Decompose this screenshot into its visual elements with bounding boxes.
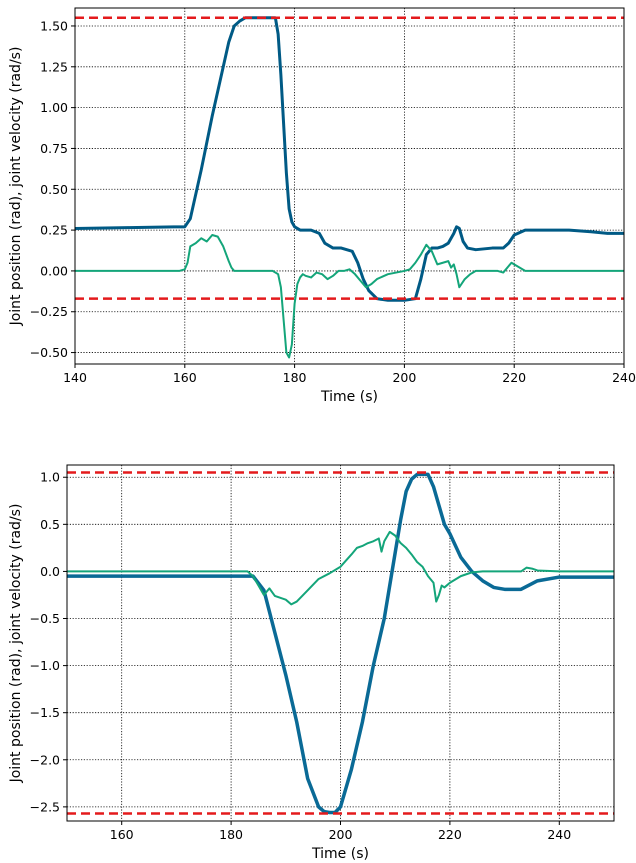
x-tick-label: 220 [502,370,526,385]
plot-frame [74,7,625,365]
y-tick-label: −1.0 [30,658,60,673]
y-axis-title: Joint position (rad), joint velocity (ra… [8,47,24,327]
y-tick-label: 0.0 [40,564,60,579]
top-chart-panel: 140 160 180 200 220 240 −0.50 −0.25 0.00 0.25 0.50… [8,7,636,405]
y-axis-title: Joint position (rad), joint velocity (ra… [8,504,24,784]
x-tick-label: 160 [110,827,134,842]
x-tick-label: 160 [173,370,197,385]
y-tick-label: 0.00 [40,263,68,278]
y-tick-label: −0.5 [30,611,60,626]
y-tick-label: 1.0 [40,470,60,485]
joint-position-line [75,16,624,302]
x-tick-label: 140 [63,370,87,385]
x-axis-title: Time (s) [311,846,369,862]
y-tick-label: 0.50 [40,182,68,197]
x-axis-title: Time (s) [320,389,378,405]
x-tick-label: 220 [438,827,462,842]
y-tick-label: −2.5 [30,799,60,814]
y-tick-label: −0.50 [30,345,68,360]
y-tick-label: 1.00 [40,100,68,115]
y-tick-label: 0.75 [40,141,68,156]
bottom-chart-panel: 160 180 200 220 240 −2.5 −2.0 −1.5 −1.0 −0.5 0.0 0.… [8,464,615,862]
x-tick-label: 240 [547,827,571,842]
x-tick-label: 240 [612,370,636,385]
joint-position-line [67,472,614,815]
y-tick-label: 1.50 [40,18,68,33]
y-tick-label: −0.25 [30,304,68,319]
x-tick-label: 180 [283,370,307,385]
y-tick-label: 0.5 [40,517,60,532]
y-tick-label: −2.0 [30,752,60,767]
joint-velocity-line [67,530,614,606]
y-tick-label: −1.5 [30,705,60,720]
x-tick-label: 200 [392,370,416,385]
x-tick-label: 200 [329,827,353,842]
x-tick-label: 180 [219,827,243,842]
joint-velocity-line [75,233,624,359]
y-tick-label: 0.25 [40,223,68,238]
y-tick-label: 1.25 [40,59,68,74]
